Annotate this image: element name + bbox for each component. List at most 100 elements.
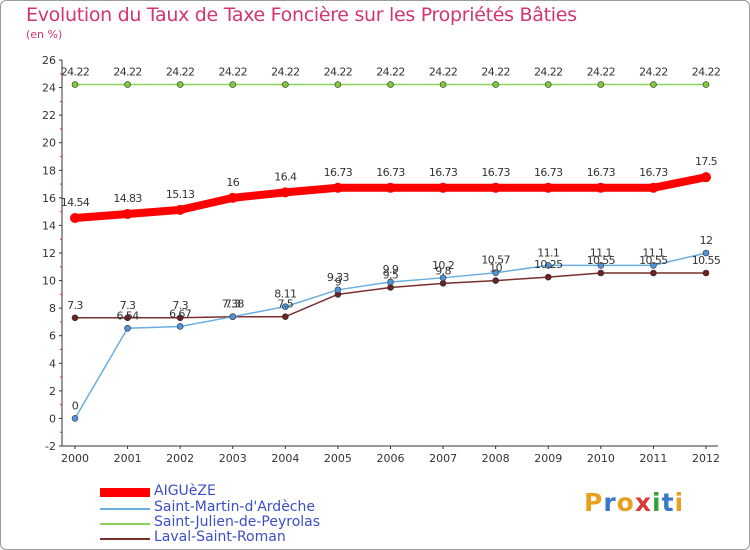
data-point-3 xyxy=(124,314,131,322)
y-tick-label: 12 xyxy=(42,247,56,260)
x-tick-label: 2002 xyxy=(166,452,194,465)
data-label-1: 9.33 xyxy=(327,271,350,284)
data-point-1 xyxy=(334,286,342,294)
data-point-3 xyxy=(71,314,79,322)
data-label-2: 24.22 xyxy=(639,66,668,79)
data-point-1 xyxy=(702,249,710,257)
data-point-2 xyxy=(544,81,552,88)
y-tick-label: 10 xyxy=(42,275,56,288)
data-label-0: 16.73 xyxy=(376,166,405,179)
data-label-3: 7.3 xyxy=(172,299,188,312)
data-point-aiguze xyxy=(595,182,606,193)
data-label-3: 9.5 xyxy=(383,268,399,281)
chart-subtitle: (en %) xyxy=(26,28,63,41)
data-label-0: 15.13 xyxy=(166,188,195,201)
data-point-2 xyxy=(124,81,131,88)
data-point-aiguze xyxy=(122,208,133,219)
data-point-2 xyxy=(439,81,447,88)
data-label-0: 16.4 xyxy=(274,170,297,183)
logo-letter: o xyxy=(616,488,635,517)
data-point-2 xyxy=(176,81,184,88)
x-tick-label: 2006 xyxy=(377,452,405,465)
data-label-2: 24.22 xyxy=(324,66,353,79)
y-tick-label: 26 xyxy=(42,54,56,67)
data-point-aiguze xyxy=(227,192,238,203)
data-point-1 xyxy=(650,262,657,269)
data-point-3 xyxy=(282,313,289,320)
data-point-3 xyxy=(176,314,184,322)
legend-label-saint-julien: Saint-Julien-de-Peyrolas xyxy=(154,514,321,530)
legend-label-aiguze: AIGUèZE xyxy=(154,483,216,499)
y-tick-label: 4 xyxy=(49,357,56,370)
data-label-2: 24.22 xyxy=(587,66,616,79)
legend-label-saint-martin: Saint-Martin-d'Ardèche xyxy=(154,499,315,515)
chart-title: Evolution du Taux de Taxe Foncière sur l… xyxy=(26,4,577,26)
data-label-2: 24.22 xyxy=(166,66,195,79)
data-label-1: 6.67 xyxy=(169,307,192,320)
data-label-0: 16.73 xyxy=(429,166,458,179)
data-point-aiguze xyxy=(175,204,186,215)
data-point-aiguze xyxy=(385,182,396,193)
x-tick-label: 2003 xyxy=(219,452,247,465)
y-tick-label: 22 xyxy=(42,109,56,122)
data-point-2 xyxy=(492,81,499,88)
data-point-aiguze xyxy=(490,182,501,193)
data-point-2 xyxy=(282,81,289,88)
data-label-0: 16.73 xyxy=(534,166,563,179)
data-point-aiguze xyxy=(70,212,80,223)
data-label-2: 24.22 xyxy=(534,66,563,79)
data-point-1 xyxy=(71,415,79,422)
data-label-2: 24.22 xyxy=(692,66,721,79)
y-tick-label: 2 xyxy=(49,385,56,398)
data-point-aiguze xyxy=(648,182,659,193)
y-tick-label: 24 xyxy=(42,82,56,95)
data-label-0: 14.83 xyxy=(113,192,142,205)
data-point-aiguze xyxy=(701,172,711,183)
logo-letter: i xyxy=(652,488,662,517)
data-label-0: 17.5 xyxy=(695,155,718,168)
legend-swatch-aiguze xyxy=(100,488,150,497)
logo-letter: P xyxy=(584,488,604,517)
data-point-2 xyxy=(387,81,394,88)
data-label-2: 24.22 xyxy=(481,66,510,79)
logo-letter: r xyxy=(603,488,617,517)
data-label-3: 7.5 xyxy=(277,298,293,311)
data-point-1 xyxy=(282,303,289,310)
logo-letter: i xyxy=(674,488,685,517)
data-label-1: 0 xyxy=(72,399,79,412)
data-point-2 xyxy=(71,81,79,88)
data-point-1 xyxy=(597,262,605,269)
data-point-1 xyxy=(492,269,499,277)
data-point-3 xyxy=(439,280,447,287)
y-tick-label: 8 xyxy=(49,302,56,315)
data-label-1: 11.1 xyxy=(537,246,559,259)
legend-swatch-laval xyxy=(100,538,150,540)
data-label-0: 14.54 xyxy=(61,196,90,209)
data-point-1 xyxy=(229,313,237,320)
x-tick-label: 2009 xyxy=(534,452,562,465)
data-point-2 xyxy=(597,81,605,88)
y-tick-label: -2 xyxy=(45,440,56,453)
x-tick-label: 2004 xyxy=(271,452,299,465)
data-point-2 xyxy=(334,81,342,88)
data-label-1: 11.1 xyxy=(642,246,664,259)
data-label-3: 10.55 xyxy=(639,254,668,267)
data-point-1 xyxy=(124,324,131,332)
data-label-2: 24.22 xyxy=(271,66,300,79)
data-label-1: 6.54 xyxy=(117,309,140,322)
data-label-3: 10 xyxy=(489,262,502,275)
y-tick-label: 14 xyxy=(42,219,56,232)
data-point-1 xyxy=(387,278,394,286)
data-point-aiguze xyxy=(543,182,554,193)
data-label-1: 10.57 xyxy=(481,254,510,267)
data-label-0: 16.73 xyxy=(324,166,353,179)
data-point-1 xyxy=(544,262,552,269)
data-label-1: 8.11 xyxy=(274,288,296,301)
x-tick-label: 2012 xyxy=(692,452,720,465)
x-tick-label: 2010 xyxy=(587,452,615,465)
data-point-aiguze xyxy=(280,187,291,198)
x-tick-label: 2008 xyxy=(482,452,510,465)
data-label-3: 10.25 xyxy=(534,258,563,271)
y-tick-label: 16 xyxy=(42,192,56,205)
